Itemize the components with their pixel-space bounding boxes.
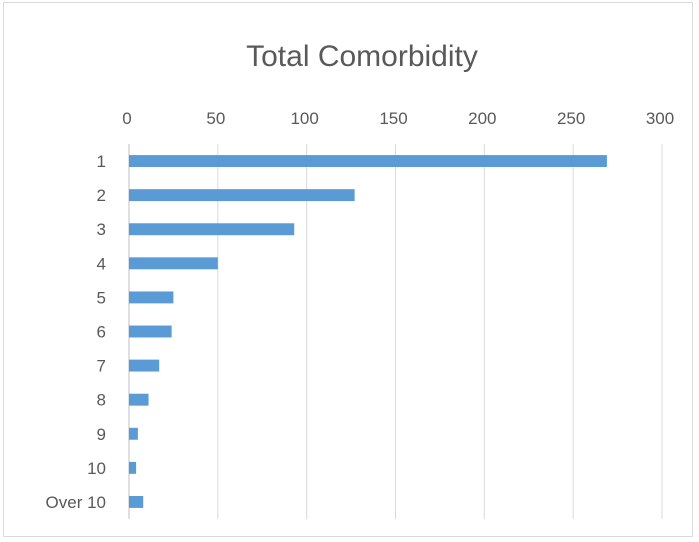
- bar: [129, 223, 295, 236]
- x-tick-label: 150: [379, 109, 407, 128]
- x-tick-label: 100: [290, 109, 318, 128]
- bar: [129, 427, 138, 440]
- bar: [129, 257, 218, 270]
- y-tick-label: 7: [97, 357, 106, 376]
- y-tick-label: 6: [97, 323, 106, 342]
- bar: [129, 359, 160, 372]
- bar: [129, 325, 172, 338]
- chart-title: Total Comorbidity: [246, 40, 478, 73]
- y-tick-label: 5: [97, 288, 106, 307]
- x-tick-label: 250: [557, 109, 585, 128]
- x-tick-label: 200: [468, 109, 496, 128]
- y-tick-label: 10: [87, 459, 106, 478]
- bar: [129, 189, 355, 202]
- y-axis-ticks: 1 2 3 4 5 6 7 8 9 10 Over 10: [46, 152, 106, 512]
- y-tick-label: 9: [97, 425, 106, 444]
- x-tick-label: 50: [206, 109, 225, 128]
- y-tick-label: 1: [97, 152, 106, 171]
- x-axis-ticks: 0 50 100 150 200 250 300: [122, 109, 674, 128]
- y-tick-label: Over 10: [46, 493, 106, 512]
- bar: [129, 291, 174, 304]
- bar: [129, 495, 144, 508]
- bar: [129, 393, 149, 406]
- bar: [129, 461, 137, 474]
- bar: [129, 155, 607, 168]
- x-tick-label: 300: [646, 109, 674, 128]
- x-tick-label: 0: [122, 109, 131, 128]
- y-tick-label: 8: [97, 391, 106, 410]
- chart-frame: [3, 2, 693, 537]
- y-tick-label: 3: [97, 220, 106, 239]
- bars: [129, 155, 607, 508]
- y-tick-label: 4: [97, 254, 106, 273]
- gridlines: [128, 144, 663, 519]
- y-tick-label: 2: [97, 186, 106, 205]
